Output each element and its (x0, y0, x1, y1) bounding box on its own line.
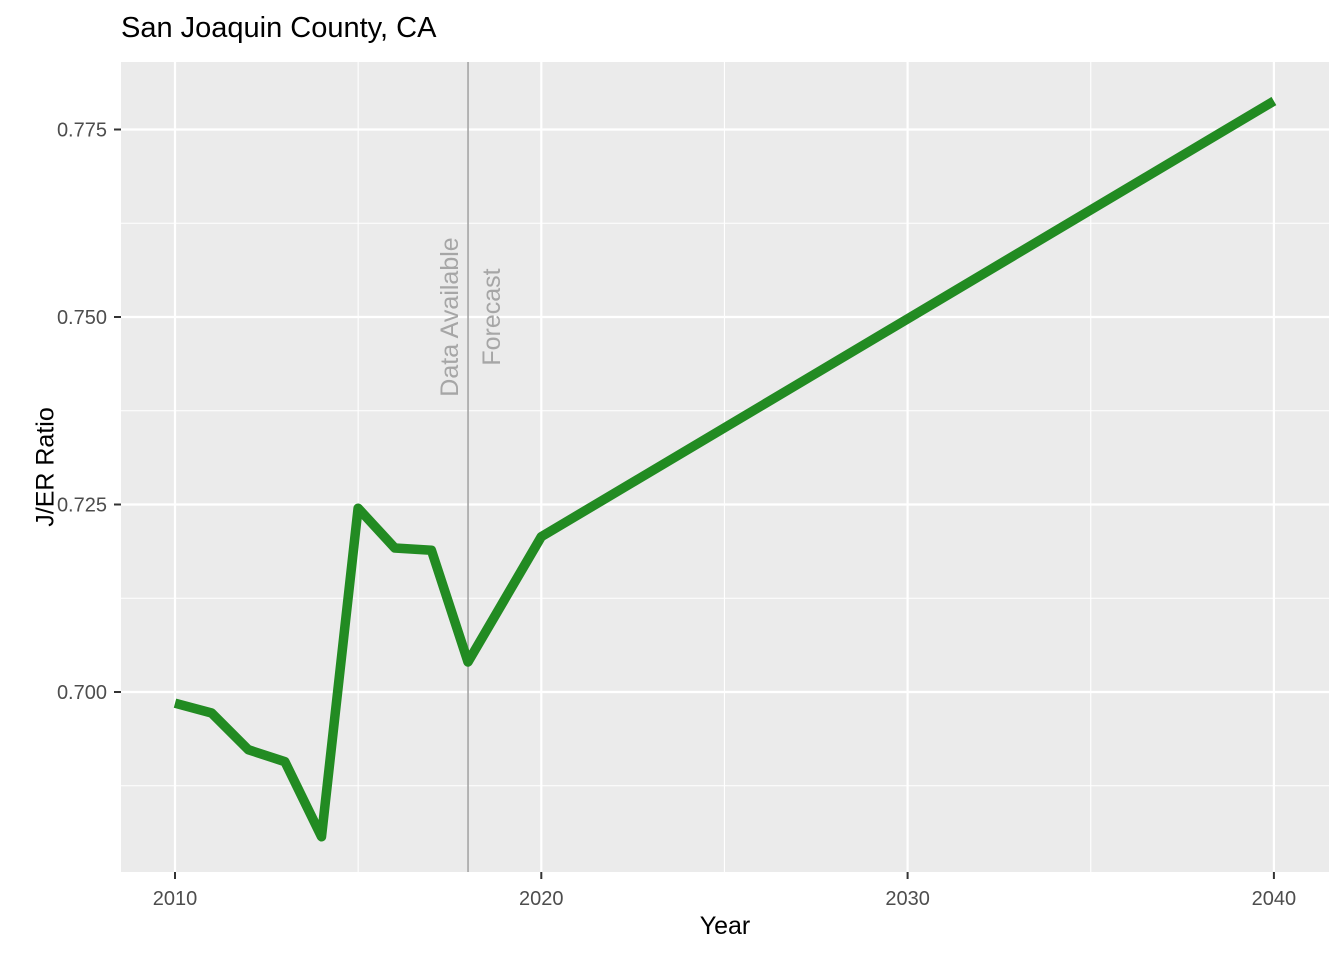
major-gridlines (121, 62, 1329, 872)
y-tick-label: 0.775 (57, 120, 107, 142)
y-axis: 0.700 0.725 0.750 0.775 (57, 120, 121, 704)
y-tick-label: 0.750 (57, 307, 107, 329)
minor-gridlines (121, 62, 1329, 872)
chart-title: San Joaquin County, CA (121, 12, 437, 44)
x-axis-title: Year (699, 912, 751, 940)
y-tick-label: 0.725 (57, 495, 107, 517)
jer-ratio-line (173, 96, 1277, 842)
y-axis-title: J/ER Ratio (31, 407, 60, 527)
x-axis: 2010 2020 2030 2040 (153, 872, 1296, 910)
x-tick-label: 2010 (153, 888, 198, 910)
y-tick-label: 0.700 (57, 682, 107, 704)
x-tick-label: 2040 (1252, 888, 1297, 910)
x-tick-label: 2030 (885, 888, 930, 910)
forecast-annotation: Forecast (478, 268, 506, 365)
x-tick-label: 2020 (519, 888, 564, 910)
data-available-annotation: Data Available (436, 237, 464, 396)
